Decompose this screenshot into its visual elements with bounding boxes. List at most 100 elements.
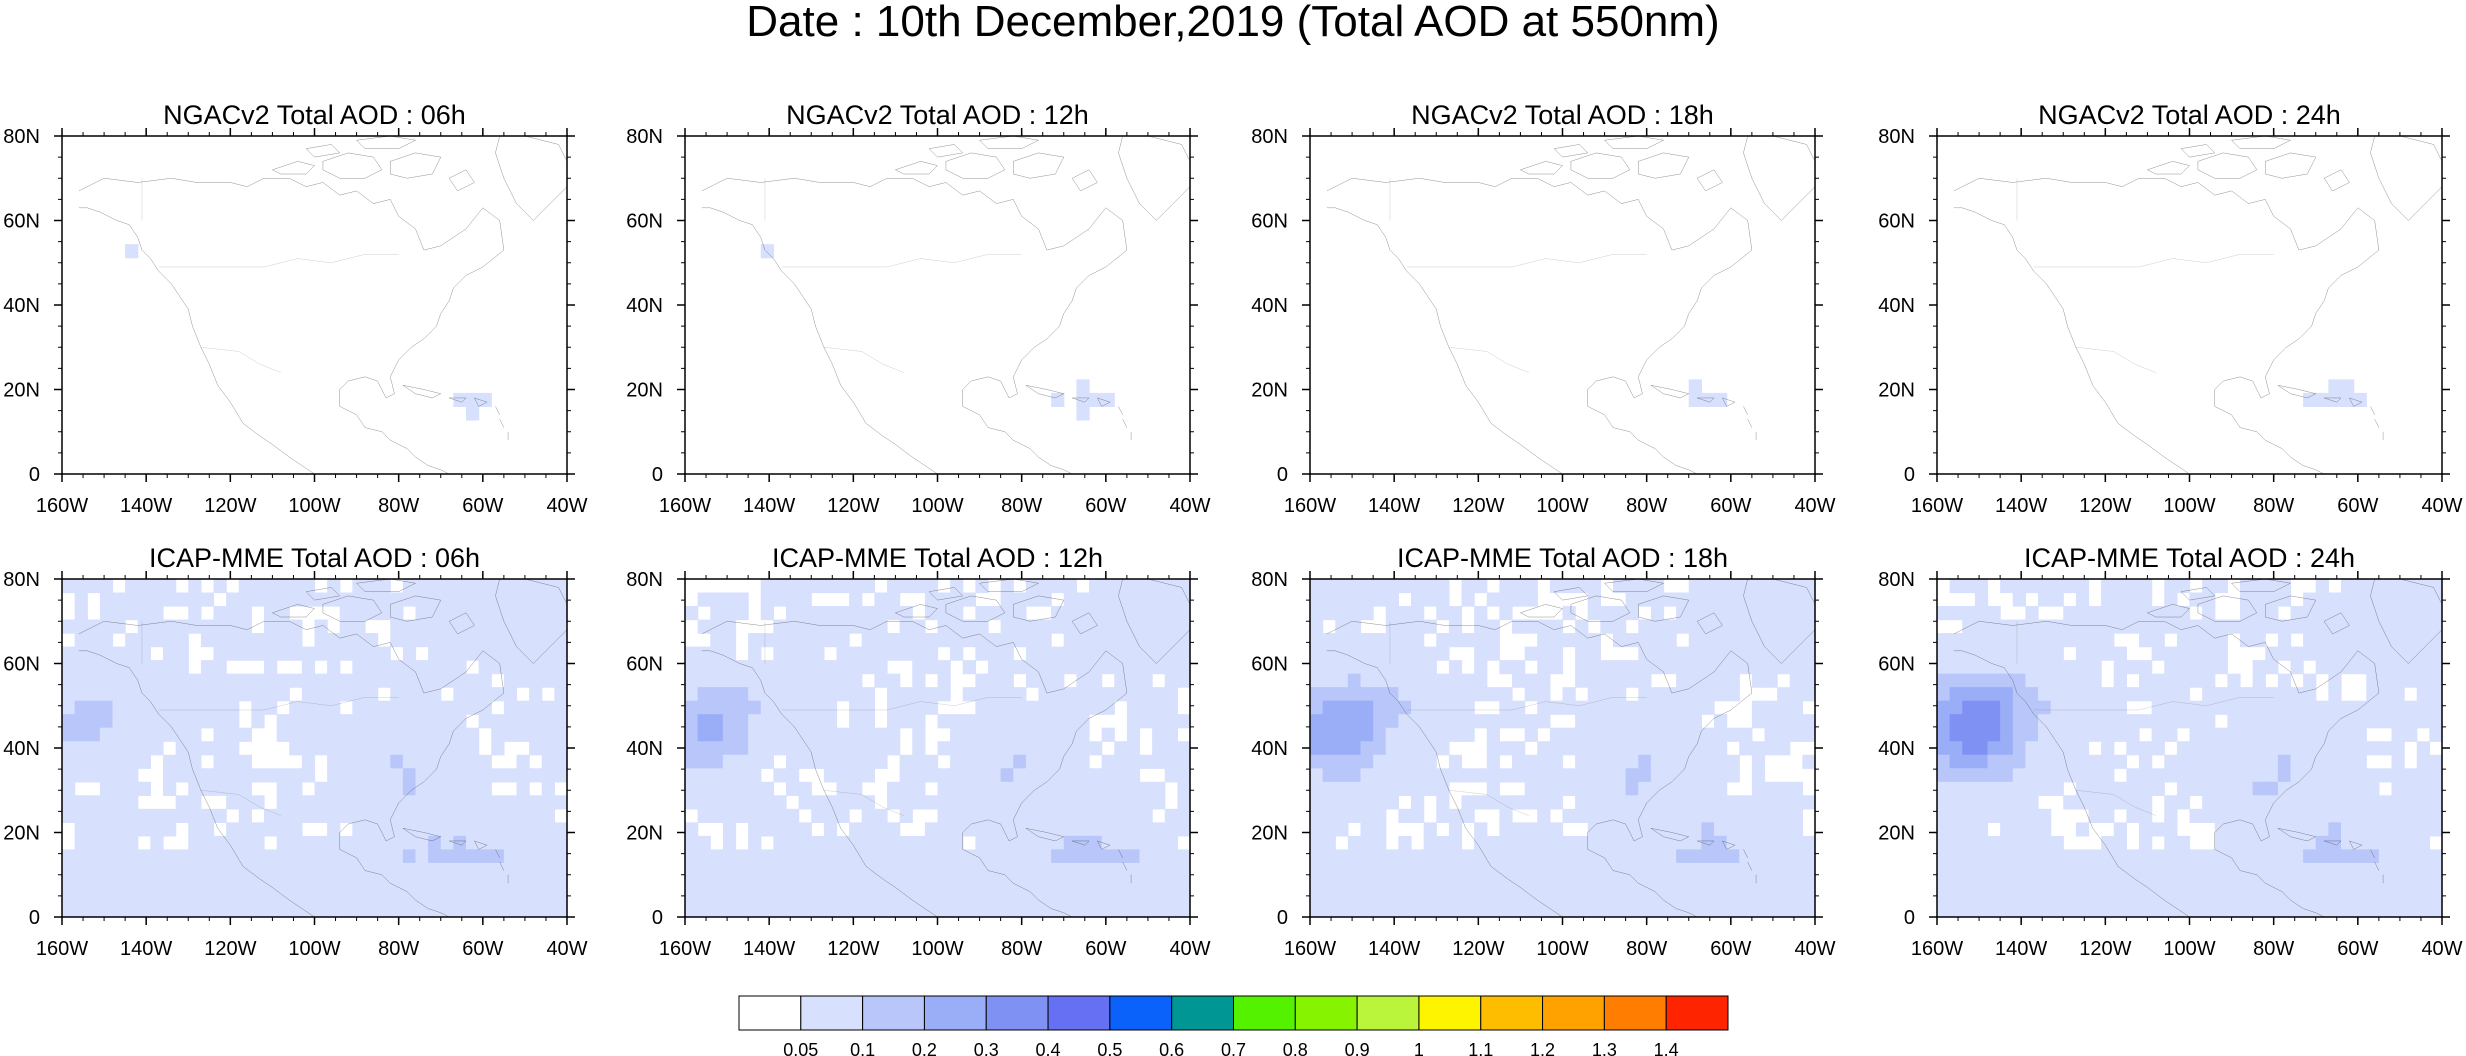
lon-tick-label: 100W [1536, 495, 1588, 517]
map-panel: NGACv2 Total AOD : 18h 80N 60N 40N 20N 0 160W 1… [1251, 100, 1835, 517]
lon-tick-label: 100W [911, 495, 963, 517]
colorbar-swatch [1480, 995, 1544, 1031]
colorbar-swatch [1047, 995, 1111, 1031]
lon-tick-label: 60W [1085, 938, 1126, 960]
lon-tick-label: 40W [2421, 938, 2462, 960]
map-panel: ICAP-MME Total AOD : 06h 80N 60N 40N 20N 0 160… [3, 543, 587, 960]
colorbar-swatch [1109, 995, 1173, 1031]
colorbar-swatch [923, 995, 987, 1031]
lon-tick-label: 120W [827, 495, 879, 517]
lat-tick-label: 20N [1251, 823, 1288, 845]
lon-tick-label: 140W [1995, 495, 2047, 517]
colorbar-label: 0.9 [1345, 1040, 1370, 1056]
lon-tick-label: 80W [378, 495, 419, 517]
colorbar-swatch [1542, 995, 1605, 1031]
lon-tick-label: 80W [378, 938, 419, 960]
lon-tick-label: 100W [2163, 495, 2215, 517]
lat-tick-label: 40N [626, 738, 663, 760]
lat-tick-label: 40N [1251, 738, 1288, 760]
lat-tick-label: 40N [3, 738, 40, 760]
colorbar-label: 0.6 [1159, 1040, 1184, 1056]
lat-tick-label: 20N [3, 380, 40, 402]
lat-tick-label: 0 [29, 907, 40, 929]
panel-title: ICAP-MME Total AOD : 24h [2024, 543, 2355, 573]
panel-title: NGACv2 Total AOD : 06h [163, 100, 466, 130]
lat-tick-label: 60N [1878, 211, 1915, 233]
lon-tick-label: 160W [1911, 495, 1963, 517]
lat-tick-label: 0 [652, 907, 663, 929]
lon-tick-label: 100W [288, 938, 340, 960]
figure-title: Date : 10th December,2019 (Total AOD at … [746, 0, 1720, 46]
lon-tick-label: 160W [659, 495, 711, 517]
lon-tick-label: 60W [1085, 495, 1126, 517]
lon-tick-label: 60W [1710, 938, 1751, 960]
lon-tick-label: 100W [288, 495, 340, 517]
lon-tick-label: 60W [2337, 495, 2378, 517]
map-panel: NGACv2 Total AOD : 12h 80N 60N 40N 20N 0 160W 1… [626, 100, 1210, 517]
aod-field [1310, 579, 1816, 918]
colorbar-swatch [1233, 995, 1296, 1031]
colorbar-label: 1.3 [1592, 1040, 1617, 1056]
lon-tick-label: 140W [1368, 495, 1420, 517]
lon-tick-label: 40W [1169, 938, 1210, 960]
lat-tick-label: 60N [3, 654, 40, 676]
lat-tick-label: 0 [1277, 464, 1288, 486]
colorbar-label: 0.7 [1221, 1040, 1246, 1056]
lat-tick-label: 20N [1878, 380, 1915, 402]
lat-tick-label: 60N [626, 654, 663, 676]
lat-tick-label: 40N [1878, 738, 1915, 760]
lat-tick-label: 80N [1878, 126, 1915, 148]
lat-tick-label: 60N [626, 211, 663, 233]
colorbar-label: 0.05 [783, 1040, 818, 1056]
lon-tick-label: 80W [1001, 495, 1042, 517]
colorbar-label: 1.4 [1654, 1040, 1679, 1056]
lat-tick-label: 40N [626, 295, 663, 317]
lon-tick-label: 40W [1794, 495, 1835, 517]
lon-tick-label: 120W [1452, 938, 1504, 960]
lon-tick-label: 120W [2079, 938, 2131, 960]
colorbar-label: 0.2 [912, 1040, 937, 1056]
lon-tick-label: 120W [204, 495, 256, 517]
colorbar-swatch [800, 995, 864, 1031]
lat-tick-label: 80N [1251, 569, 1288, 591]
lat-tick-label: 80N [1251, 126, 1288, 148]
lon-tick-label: 80W [1626, 495, 1667, 517]
lon-tick-label: 160W [36, 938, 88, 960]
lon-tick-label: 60W [462, 938, 503, 960]
lat-tick-label: 20N [3, 823, 40, 845]
lon-tick-label: 40W [2421, 495, 2462, 517]
colorbar-label: 0.3 [974, 1040, 999, 1056]
colorbar-swatch [1294, 995, 1358, 1031]
colorbar-swatch [862, 995, 925, 1031]
lat-tick-label: 60N [3, 211, 40, 233]
lon-tick-label: 40W [546, 495, 587, 517]
lon-tick-label: 140W [1368, 938, 1420, 960]
aod-field [2303, 379, 2367, 407]
aod-field [1937, 579, 2443, 918]
colorbar-label: 0.5 [1097, 1040, 1122, 1056]
lon-tick-label: 120W [204, 938, 256, 960]
lat-tick-label: 80N [3, 569, 40, 591]
panel-title: NGACv2 Total AOD : 12h [786, 100, 1089, 130]
lon-tick-label: 140W [120, 495, 172, 517]
panel-title: NGACv2 Total AOD : 24h [2038, 100, 2341, 130]
lat-tick-label: 40N [3, 295, 40, 317]
lon-tick-label: 60W [462, 495, 503, 517]
lon-tick-label: 160W [1284, 938, 1336, 960]
map-panel: NGACv2 Total AOD : 06h 80N 60N 40N 20N 0 160W 1… [3, 100, 587, 517]
colorbar-label: 1.1 [1468, 1040, 1493, 1056]
lon-tick-label: 160W [1911, 938, 1963, 960]
lon-tick-label: 80W [1001, 938, 1042, 960]
lat-tick-label: 0 [1277, 907, 1288, 929]
map-panel: ICAP-MME Total AOD : 12h 80N 60N 40N 20N 0 160… [626, 543, 1210, 960]
lat-tick-label: 80N [626, 126, 663, 148]
map-panel: NGACv2 Total AOD : 24h 80N 60N 40N 20N 0 160W 1… [1878, 100, 2462, 517]
colorbar-label: 0.4 [1036, 1040, 1061, 1056]
lat-tick-label: 60N [1878, 654, 1915, 676]
lat-tick-label: 20N [1878, 823, 1915, 845]
panel-title: ICAP-MME Total AOD : 12h [772, 543, 1103, 573]
colorbar-swatch [1665, 995, 1729, 1031]
lon-tick-label: 40W [1794, 938, 1835, 960]
lat-tick-label: 0 [1904, 464, 1915, 486]
